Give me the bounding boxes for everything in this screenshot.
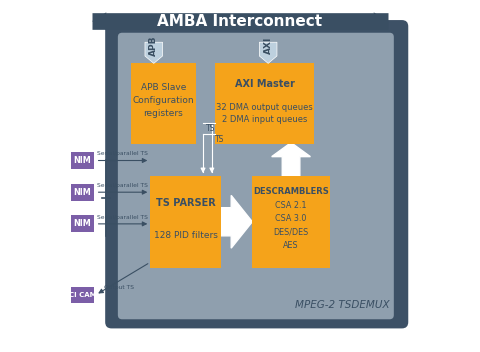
FancyBboxPatch shape [71, 215, 94, 232]
Text: CI CAM: CI CAM [69, 292, 96, 298]
Polygon shape [259, 42, 277, 63]
Polygon shape [221, 195, 252, 248]
Text: Serial/parallel TS: Serial/parallel TS [96, 215, 147, 220]
FancyBboxPatch shape [71, 184, 94, 201]
Polygon shape [92, 12, 106, 30]
FancyBboxPatch shape [105, 20, 408, 328]
FancyBboxPatch shape [71, 152, 94, 169]
Text: APB Slave
Configuration
registers: APB Slave Configuration registers [132, 83, 194, 118]
Text: Serial/parallel TS: Serial/parallel TS [96, 151, 147, 156]
Text: AXI Master: AXI Master [235, 78, 295, 89]
Text: TS: TS [206, 124, 215, 133]
FancyBboxPatch shape [71, 287, 94, 303]
Text: TS: TS [215, 134, 224, 144]
Text: 128 PID filters: 128 PID filters [154, 231, 217, 240]
Text: Output TS: Output TS [104, 285, 133, 290]
Text: 32 DMA output queues
2 DMA input queues: 32 DMA output queues 2 DMA input queues [216, 103, 313, 124]
Text: APB: APB [149, 35, 158, 56]
Text: MPEG-2 TSDEMUX: MPEG-2 TSDEMUX [295, 301, 390, 310]
FancyBboxPatch shape [131, 63, 196, 144]
Text: NIM: NIM [73, 188, 91, 197]
Text: TS PARSER: TS PARSER [156, 199, 216, 208]
Text: AXI: AXI [264, 37, 273, 54]
FancyBboxPatch shape [252, 176, 330, 268]
Text: DESCRAMBLERS: DESCRAMBLERS [253, 187, 329, 196]
Text: Serial/parallel TS: Serial/parallel TS [96, 183, 147, 188]
FancyBboxPatch shape [150, 176, 221, 268]
Polygon shape [272, 143, 311, 176]
Text: CSA 2.1
CSA 3.0
DES/DES
AES: CSA 2.1 CSA 3.0 DES/DES AES [274, 201, 309, 250]
Polygon shape [374, 12, 388, 30]
Text: NIM: NIM [73, 156, 91, 165]
Text: NIM: NIM [73, 219, 91, 228]
Text: AMBA Interconnect: AMBA Interconnect [157, 14, 323, 29]
FancyBboxPatch shape [216, 63, 314, 144]
FancyBboxPatch shape [118, 33, 394, 319]
Polygon shape [145, 42, 163, 63]
